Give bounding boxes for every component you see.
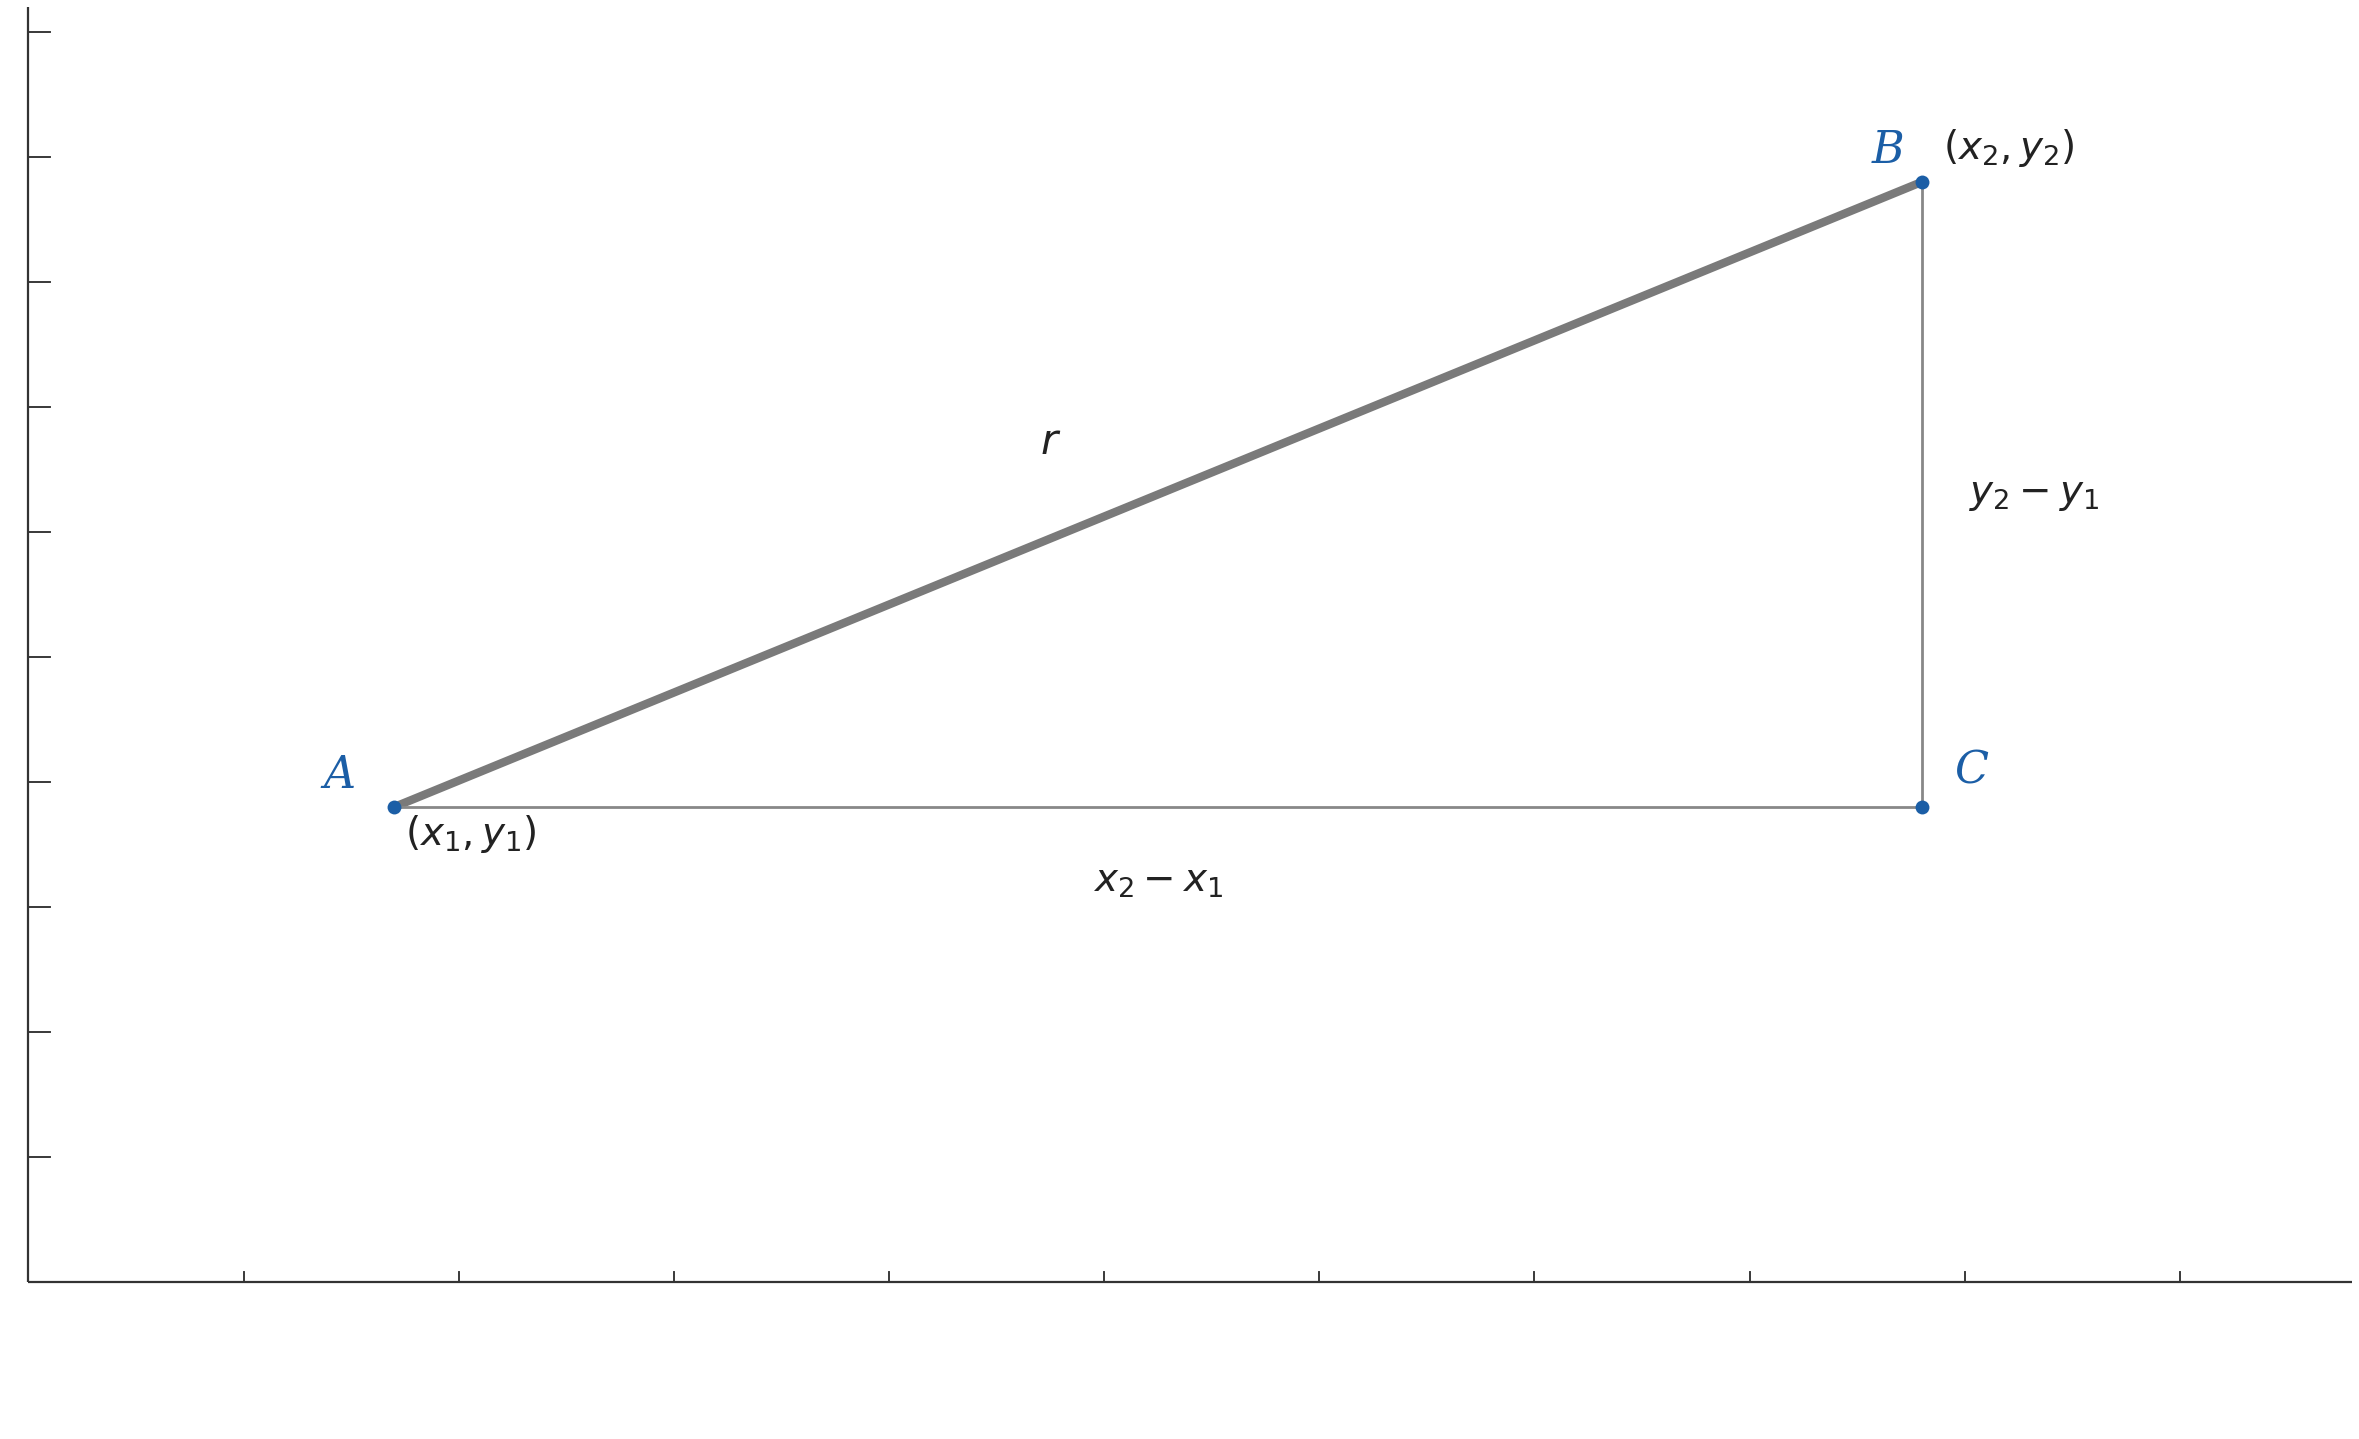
- Text: $(x_1, y_1)$: $(x_1, y_1)$: [406, 813, 535, 855]
- Text: C: C: [1953, 748, 1989, 791]
- Text: A: A: [323, 754, 356, 797]
- Text: $x_2 - x_1$: $x_2 - x_1$: [1092, 863, 1222, 901]
- Text: B: B: [1871, 128, 1904, 171]
- Text: $(x_2, y_2)$: $(x_2, y_2)$: [1944, 128, 2076, 170]
- Text: $y_2 - y_1$: $y_2 - y_1$: [1970, 476, 2100, 512]
- Text: $r$: $r$: [1040, 422, 1062, 463]
